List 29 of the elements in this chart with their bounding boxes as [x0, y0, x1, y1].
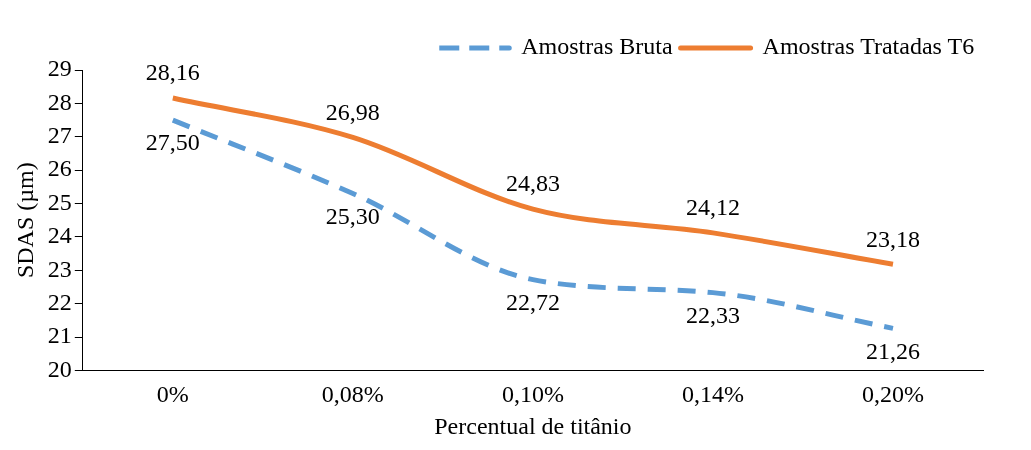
legend-label: Amostras Tratadas T6 [762, 33, 975, 60]
y-tick-label: 28 [47, 88, 72, 115]
y-tick-label: 20 [47, 355, 72, 382]
data-label: 28,16 [145, 59, 200, 86]
y-axis-title: SDAS (µm) [11, 162, 38, 279]
x-tick-label: 0,14% [681, 381, 744, 408]
y-tick-label: 22 [47, 288, 72, 315]
y-tick-label: 25 [47, 188, 72, 215]
y-tick-label: 29 [47, 55, 72, 82]
x-axis-title: Percentual de titânio [434, 412, 632, 439]
x-tick-label: 0% [156, 381, 189, 408]
data-label: 23,18 [865, 225, 920, 252]
data-label: 26,98 [325, 98, 380, 125]
y-tick-label: 24 [47, 222, 72, 249]
y-tick-label: 23 [47, 255, 72, 282]
data-label: 22,72 [505, 288, 560, 315]
y-tick-label: 26 [47, 155, 72, 182]
y-tick-label: 27 [47, 122, 72, 149]
x-tick-label: 0,08% [321, 381, 384, 408]
data-label: 22,33 [685, 301, 740, 328]
legend-label: Amostras Bruta [521, 33, 673, 60]
data-label: 24,12 [685, 194, 740, 221]
data-label: 24,83 [505, 170, 560, 197]
data-label: 21,26 [865, 337, 920, 364]
y-tick-label: 21 [47, 322, 72, 349]
x-tick-label: 0,10% [501, 381, 564, 408]
data-label: 27,50 [145, 129, 200, 156]
x-tick-label: 0,20% [861, 381, 924, 408]
data-label: 25,30 [325, 202, 380, 229]
